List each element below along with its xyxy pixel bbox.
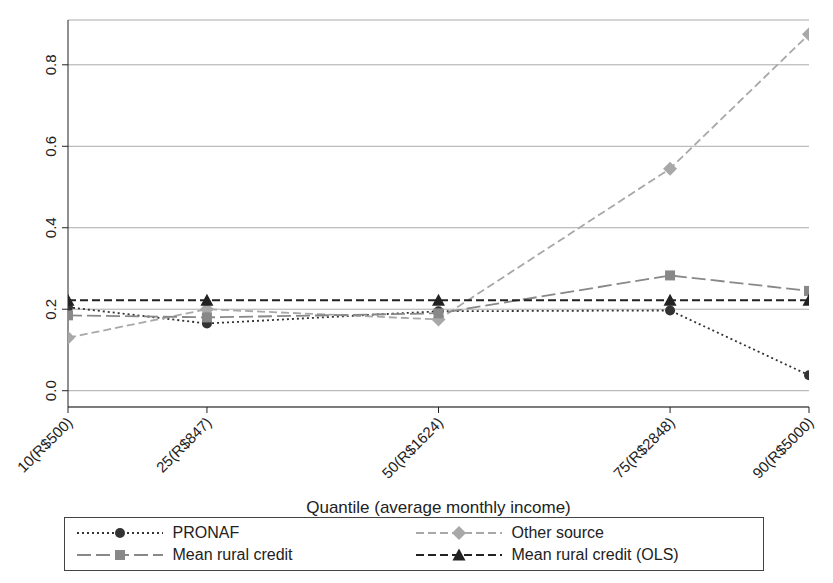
svg-text:90(R$5000): 90(R$5000) [749, 414, 817, 482]
svg-text:10(R$500): 10(R$500) [14, 414, 76, 476]
svg-text:75(R$2848): 75(R$2848) [610, 414, 678, 482]
svg-text:50(R$1624): 50(R$1624) [378, 414, 446, 482]
svg-text:25(R$847): 25(R$847) [153, 414, 215, 476]
html-text:Mean rural credit (OLS): Mean rural credit (OLS) [511, 546, 679, 563]
html-text:PRONAF: PRONAF [172, 524, 240, 541]
svg-text:0.4: 0.4 [42, 217, 59, 238]
svg-text:0.2: 0.2 [42, 299, 59, 320]
html-text:Mean rural credit: Mean rural credit [172, 546, 293, 563]
svg-text:0.8: 0.8 [42, 54, 59, 75]
svg-text:0.0: 0.0 [42, 380, 59, 401]
svg-text:0.6: 0.6 [42, 136, 59, 157]
svg-text:Quantile (average monthly inco: Quantile (average monthly income) [306, 498, 571, 517]
html-text:Other source: Other source [511, 524, 604, 541]
